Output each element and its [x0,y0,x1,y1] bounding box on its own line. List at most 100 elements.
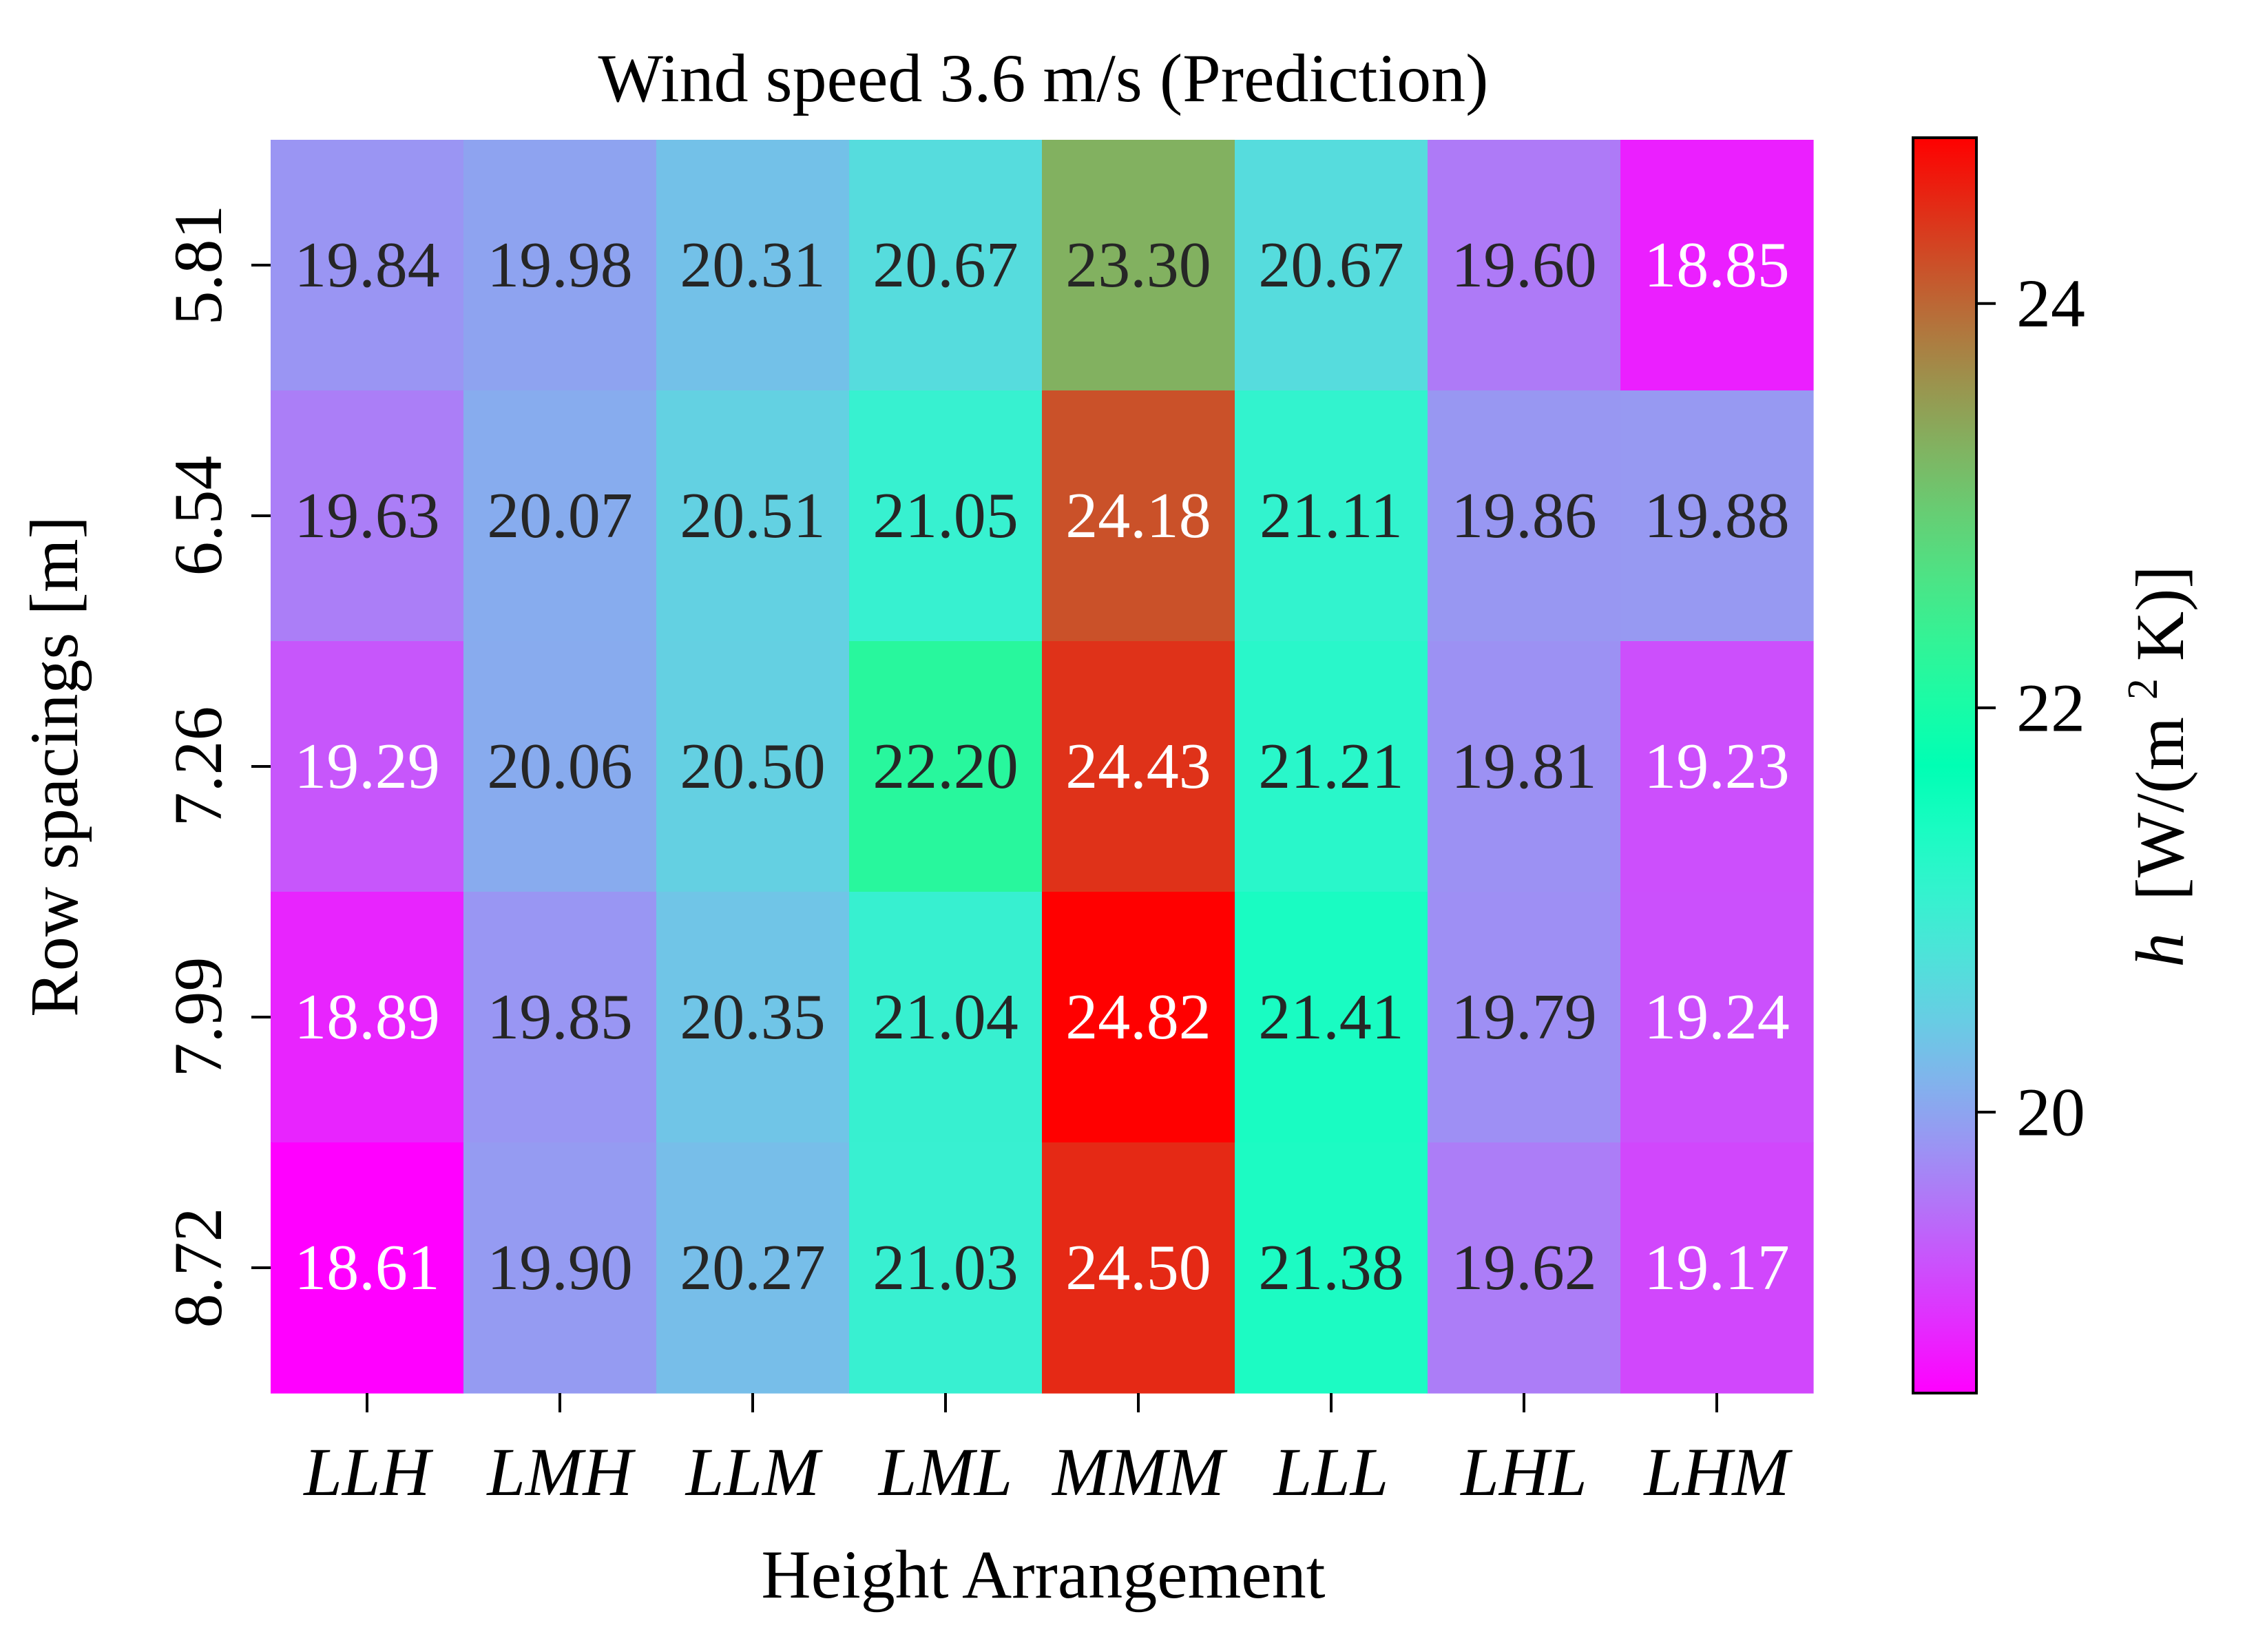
heatmap-cell-label: 22.20 [873,731,1019,802]
heatmap-cell [1042,1142,1235,1394]
heatmap-cell-label: 20.27 [680,1232,826,1304]
heatmap-cell-label: 24.43 [1065,731,1211,802]
heatmap-cell-label: 21.03 [873,1232,1019,1304]
y-tick-label: 7.26 [160,707,236,827]
heatmap-cell [271,892,464,1143]
heatmap-cell [656,140,850,391]
heatmap-cell-label: 19.79 [1451,981,1597,1053]
heatmap-cell [1428,892,1621,1143]
x-tick-label: LMH [485,1434,636,1510]
heatmap-cell-label: 19.86 [1451,480,1597,552]
heatmap-cell [1620,140,1814,391]
heatmap-cell [1235,140,1428,391]
heatmap-cell-labels: 19.84 19.98 20.31 20.67 23.30 20.67 19.60 18.85… [294,229,1790,1304]
heatmap-cell [849,140,1043,391]
heatmap-cell [1428,1142,1621,1394]
heatmap-cell [463,1142,657,1394]
heatmap-cell [1235,1142,1428,1394]
heatmap-cell [1042,140,1235,391]
y-tick-label: 6.54 [160,456,236,576]
colorbar-tick-label: 24 [2016,265,2085,342]
heatmap-cell [656,390,850,642]
heatmap-cell [463,892,657,1143]
heatmap-cell-label: 21.38 [1258,1232,1404,1304]
heatmap-cell [849,641,1043,892]
heatmap-cell [1042,390,1235,642]
y-axis-label: Row spacings [m] [16,516,92,1017]
heatmap-cell-label: 20.50 [680,731,826,802]
x-axis: LLH LMH LLM LML MMM LLL LHL LHM [302,1393,1793,1510]
heatmap-cell [1428,140,1621,391]
x-axis-label: Height Arrangement [761,1536,1325,1613]
heatmap-cell-label: 21.21 [1258,731,1404,802]
x-tick-label: LML [877,1434,1013,1510]
colorbar-label: h [W/(m 2 K)] [2096,565,2198,967]
heatmap-cell [1620,641,1814,892]
heatmap-cell [463,641,657,892]
colorbar-label-tail: K)] [2122,565,2198,661]
colorbar: 20 22 24 [1912,136,2085,1394]
heatmap-cell [271,1142,464,1394]
heatmap-cell [849,1142,1043,1394]
heatmap-cell-label: 20.07 [487,480,633,552]
heatmap-cell [1235,892,1428,1143]
heatmap-cell [1428,641,1621,892]
y-tick-label: 8.72 [160,1208,236,1328]
x-tick-label: LLH [302,1434,433,1510]
heatmap-cell [849,390,1043,642]
heatmap-cell [1042,641,1235,892]
heatmap-cells [271,140,1814,1394]
heatmap-cell-label: 18.89 [294,981,440,1053]
y-tick-label: 5.81 [160,205,236,326]
heatmap-cell-label: 21.41 [1258,981,1404,1053]
heatmap-cell [1620,1142,1814,1394]
heatmap-cell [1042,892,1235,1143]
x-tick-label: LHM [1642,1434,1793,1510]
heatmap-cell-label: 19.84 [294,229,440,301]
colorbar-label-symbol: h [2122,933,2198,968]
heatmap-cell-label: 20.67 [1258,229,1404,301]
heatmap-cell-label: 19.60 [1451,229,1597,301]
heatmap-cell-label: 19.24 [1644,981,1790,1053]
heatmap-cell-label: 24.18 [1065,480,1211,552]
heatmap-cell [1620,892,1814,1143]
colorbar-gradient [1912,136,1978,1394]
heatmap-cell [656,892,850,1143]
heatmap-cell [656,1142,850,1394]
heatmap-cell-label: 19.81 [1451,731,1597,802]
heatmap-cell [463,390,657,642]
colorbar-tick-label: 22 [2016,669,2085,746]
heatmap-cell-label: 19.63 [294,480,440,552]
heatmap-cell-label: 19.85 [487,981,633,1053]
heatmap-cell-label: 18.85 [1644,229,1790,301]
heatmap-cell [1428,390,1621,642]
heatmap-cell [1235,390,1428,642]
x-tick-label: LHL [1459,1434,1587,1510]
x-tick-label: LLM [685,1434,823,1510]
chart-title: Wind speed 3.6 m/s (Prediction) [598,40,1489,116]
y-axis: 5.81 6.54 7.26 7.99 8.72 [160,205,271,1328]
heatmap-cell [463,140,657,391]
heatmap-cell-label: 20.31 [680,229,826,301]
heatmap-cell-label: 24.50 [1065,1232,1211,1304]
heatmap-cell-label: 19.90 [487,1232,633,1304]
heatmap-cell [271,140,464,391]
heatmap-cell-label: 18.61 [294,1232,440,1304]
x-tick-label: LLL [1273,1434,1389,1510]
heatmap-cell [656,641,850,892]
heatmap-cell-label: 21.04 [873,981,1019,1053]
heatmap-cell-label: 19.23 [1644,731,1790,802]
heatmap-cell [849,892,1043,1143]
heatmap-cell-label: 19.17 [1644,1232,1790,1304]
heatmap-cell-label: 19.98 [487,229,633,301]
heatmap-cell-label: 20.67 [873,229,1019,301]
heatmap-cell-label: 21.11 [1260,480,1403,552]
heatmap-cell-label: 21.05 [873,480,1019,552]
heatmap-cell-label: 20.35 [680,981,826,1053]
colorbar-tick-label: 20 [2016,1074,2085,1150]
heatmap-cell-label: 20.51 [680,480,826,552]
colorbar-label-superscript: 2 [2120,678,2166,700]
heatmap-cell [271,641,464,892]
heatmap-cell-label: 23.30 [1065,229,1211,301]
